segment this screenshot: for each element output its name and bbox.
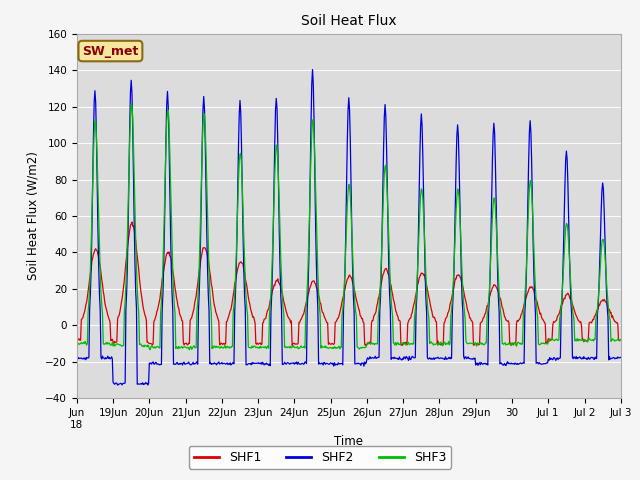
SHF1 bbox=[73, 337, 81, 343]
SHF3 bbox=[342, 244, 349, 250]
SHF2 bbox=[216, 360, 224, 366]
SHF1 bbox=[617, 337, 625, 343]
SHF1 bbox=[394, 314, 402, 320]
SHF2 bbox=[73, 357, 81, 362]
SHF2 bbox=[114, 382, 122, 388]
Line: SHF2: SHF2 bbox=[77, 70, 621, 385]
Line: SHF3: SHF3 bbox=[77, 104, 621, 350]
SHF3 bbox=[617, 337, 625, 343]
SHF1 bbox=[216, 341, 224, 347]
X-axis label: Time: Time bbox=[334, 435, 364, 448]
SHF3 bbox=[186, 347, 193, 353]
SHF1 bbox=[448, 296, 456, 302]
SHF2 bbox=[449, 310, 456, 316]
SHF3 bbox=[127, 101, 135, 107]
Text: SW_met: SW_met bbox=[82, 45, 139, 58]
SHF3 bbox=[217, 344, 225, 349]
SHF3 bbox=[449, 298, 456, 303]
SHF2 bbox=[342, 229, 349, 235]
Title: Soil Heat Flux: Soil Heat Flux bbox=[301, 14, 397, 28]
SHF2 bbox=[395, 357, 403, 362]
SHF1 bbox=[508, 343, 515, 348]
SHF1 bbox=[341, 286, 349, 292]
Y-axis label: Soil Heat Flux (W/m2): Soil Heat Flux (W/m2) bbox=[27, 152, 40, 280]
SHF3 bbox=[194, 300, 202, 305]
SHF1 bbox=[128, 219, 136, 225]
SHF1 bbox=[568, 301, 576, 307]
SHF2 bbox=[308, 67, 316, 72]
SHF1 bbox=[193, 286, 201, 292]
SHF2 bbox=[193, 359, 201, 364]
SHF3 bbox=[73, 341, 81, 347]
SHF2 bbox=[617, 354, 625, 360]
SHF2 bbox=[568, 355, 576, 360]
Legend: SHF1, SHF2, SHF3: SHF1, SHF2, SHF3 bbox=[189, 446, 451, 469]
SHF3 bbox=[568, 307, 576, 313]
SHF3 bbox=[395, 342, 403, 348]
Line: SHF1: SHF1 bbox=[77, 222, 621, 346]
